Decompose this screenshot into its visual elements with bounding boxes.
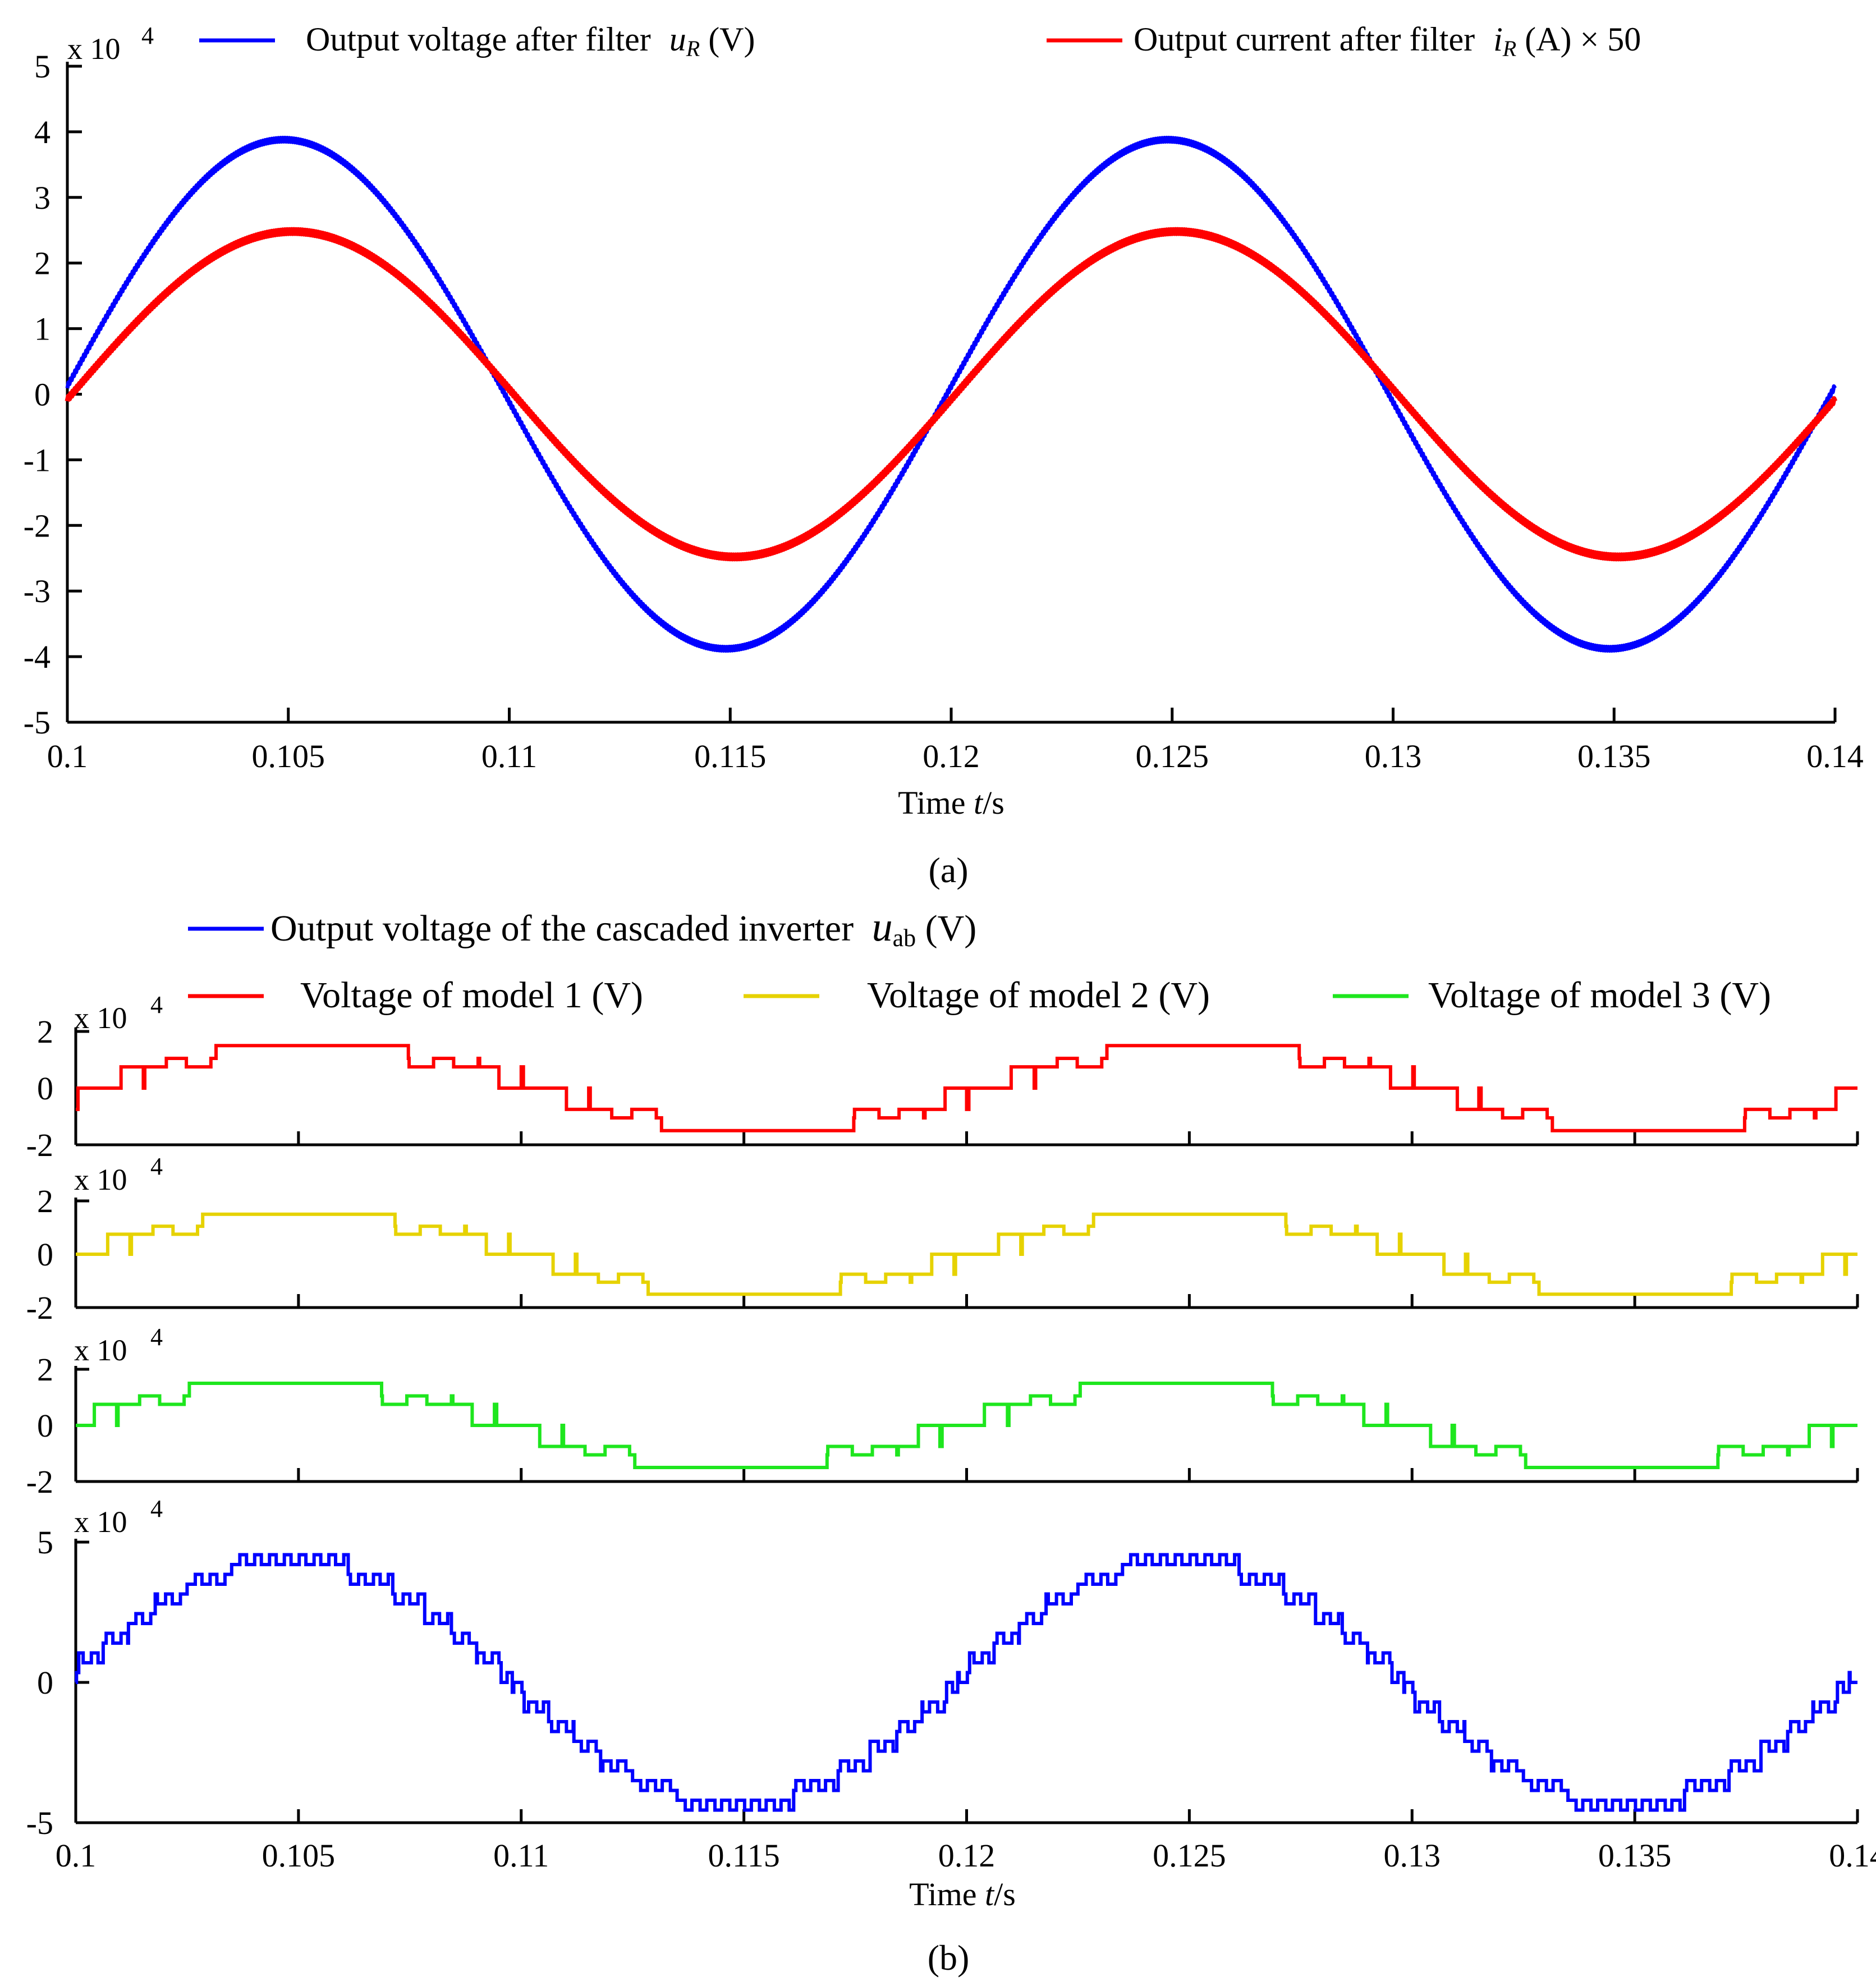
series-line-a-current	[65, 227, 1838, 562]
y-tick-label-a: -4	[24, 639, 51, 675]
y-tick-label-b3: 2	[37, 1351, 53, 1388]
x-tick-label-b: 0.1	[56, 1837, 97, 1874]
axes-a: 5 4 3 2 1 0 -1 -2 -3 -4 -50.1 0.105 0.11 0.115 0.12 0.1…	[24, 48, 1864, 774]
y-tick-label-b1: -2	[26, 1127, 53, 1163]
legend-label-voltage: Output voltage after filter uR (V)	[306, 21, 755, 61]
exponent-label-b3: x 10	[74, 1333, 127, 1367]
xlabel-b: Time t/s	[909, 1876, 1016, 1912]
y-tick-label-b2: 0	[37, 1236, 53, 1273]
x-tick-label-b: 0.125	[1153, 1837, 1226, 1874]
series-line-b2	[76, 1212, 1857, 1296]
y-tick-label-a: 0	[34, 377, 51, 413]
y-tick-label-a: 2	[34, 245, 51, 282]
series-line-b1	[76, 1044, 1857, 1132]
y-tick-label-b3: 0	[37, 1407, 53, 1444]
exponent-label-b4: x 10	[74, 1505, 127, 1539]
x-tick-label-b: 0.12	[938, 1837, 996, 1874]
y-tick-label-a: -1	[24, 442, 51, 478]
series-line-b3	[76, 1382, 1857, 1469]
y-tick-label-b3: -2	[26, 1464, 53, 1500]
caption-a: (a)	[928, 850, 968, 890]
legend-b: Output voltage of the cascaded inverter …	[188, 904, 1771, 1016]
x-tick-label-b: 0.13	[1384, 1837, 1441, 1874]
series-line-b4	[75, 1553, 1857, 1812]
exponent-label-b1: x 10	[74, 1001, 127, 1035]
y-tick-label-a: -5	[24, 704, 51, 741]
series-line-a-voltage	[65, 135, 1837, 653]
y-tick-label-b4: 5	[37, 1524, 53, 1561]
y-tick-label-b2: -2	[26, 1290, 53, 1326]
x-tick-label-a: 0.11	[481, 738, 537, 774]
x-tick-label-b: 0.115	[708, 1837, 779, 1874]
axes-b: 2 0 -2 2 0 -2 2 0 -2 5 0 -50.1 0.105 0.11 0.115 0.12 0.1…	[26, 1013, 1876, 1874]
panel-a: Output voltage after filter uR (V) Outpu…	[24, 21, 1864, 890]
legend-label-m1: Voltage of model 1 (V)	[300, 975, 643, 1016]
x-tick-label-a: 0.105	[252, 738, 325, 774]
exponent-label-a: x 10	[67, 32, 121, 66]
y-tick-label-b1: 2	[37, 1013, 53, 1050]
x-tick-label-a: 0.135	[1577, 738, 1651, 774]
exponent-power-b1: 4	[150, 991, 163, 1019]
x-tick-label-a: 0.14	[1806, 738, 1864, 774]
legend-a: Output voltage after filter uR (V) Outpu…	[199, 21, 1641, 61]
exponent-power-b2: 4	[150, 1153, 163, 1180]
exponent-power-b3: 4	[150, 1323, 163, 1351]
y-tick-label-b2: 2	[37, 1183, 53, 1219]
legend-label-m2: Voltage of model 2 (V)	[867, 975, 1210, 1016]
y-tick-label-a: 5	[34, 48, 51, 85]
y-tick-label-a: 1	[34, 311, 51, 347]
x-tick-label-b: 0.105	[262, 1837, 336, 1874]
x-tick-label-b: 0.11	[493, 1837, 549, 1874]
exponent-power-b4: 4	[150, 1495, 163, 1522]
y-tick-label-b1: 0	[37, 1070, 53, 1107]
caption-b: (b)	[928, 1938, 970, 1978]
panel-b: Output voltage of the cascaded inverter …	[26, 904, 1876, 1978]
y-tick-label-a: -3	[24, 573, 51, 609]
x-tick-label-b: 0.135	[1598, 1837, 1672, 1874]
xlabel-a: Time t/s	[898, 785, 1004, 821]
x-tick-label-a: 0.13	[1365, 738, 1422, 774]
x-tick-label-a: 0.125	[1136, 738, 1209, 774]
legend-label-cascaded: Output voltage of the cascaded inverter …	[270, 904, 976, 952]
x-tick-label-a: 0.1	[47, 738, 88, 774]
y-tick-label-b4: 0	[37, 1664, 53, 1701]
x-tick-label-a: 0.115	[694, 738, 766, 774]
y-tick-label-a: -2	[24, 507, 51, 544]
y-tick-label-a: 4	[34, 114, 51, 150]
y-tick-label-a: 3	[34, 180, 51, 216]
legend-label-m3: Voltage of model 3 (V)	[1428, 975, 1771, 1016]
y-tick-label-b4: -5	[26, 1805, 53, 1841]
x-tick-label-a: 0.12	[923, 738, 980, 774]
legend-label-current: Output current after filter iR (A) × 50	[1134, 21, 1641, 61]
exponent-power-a: 4	[141, 22, 154, 49]
x-tick-label-b: 0.14	[1829, 1837, 1876, 1874]
exponent-label-b2: x 10	[74, 1163, 127, 1196]
